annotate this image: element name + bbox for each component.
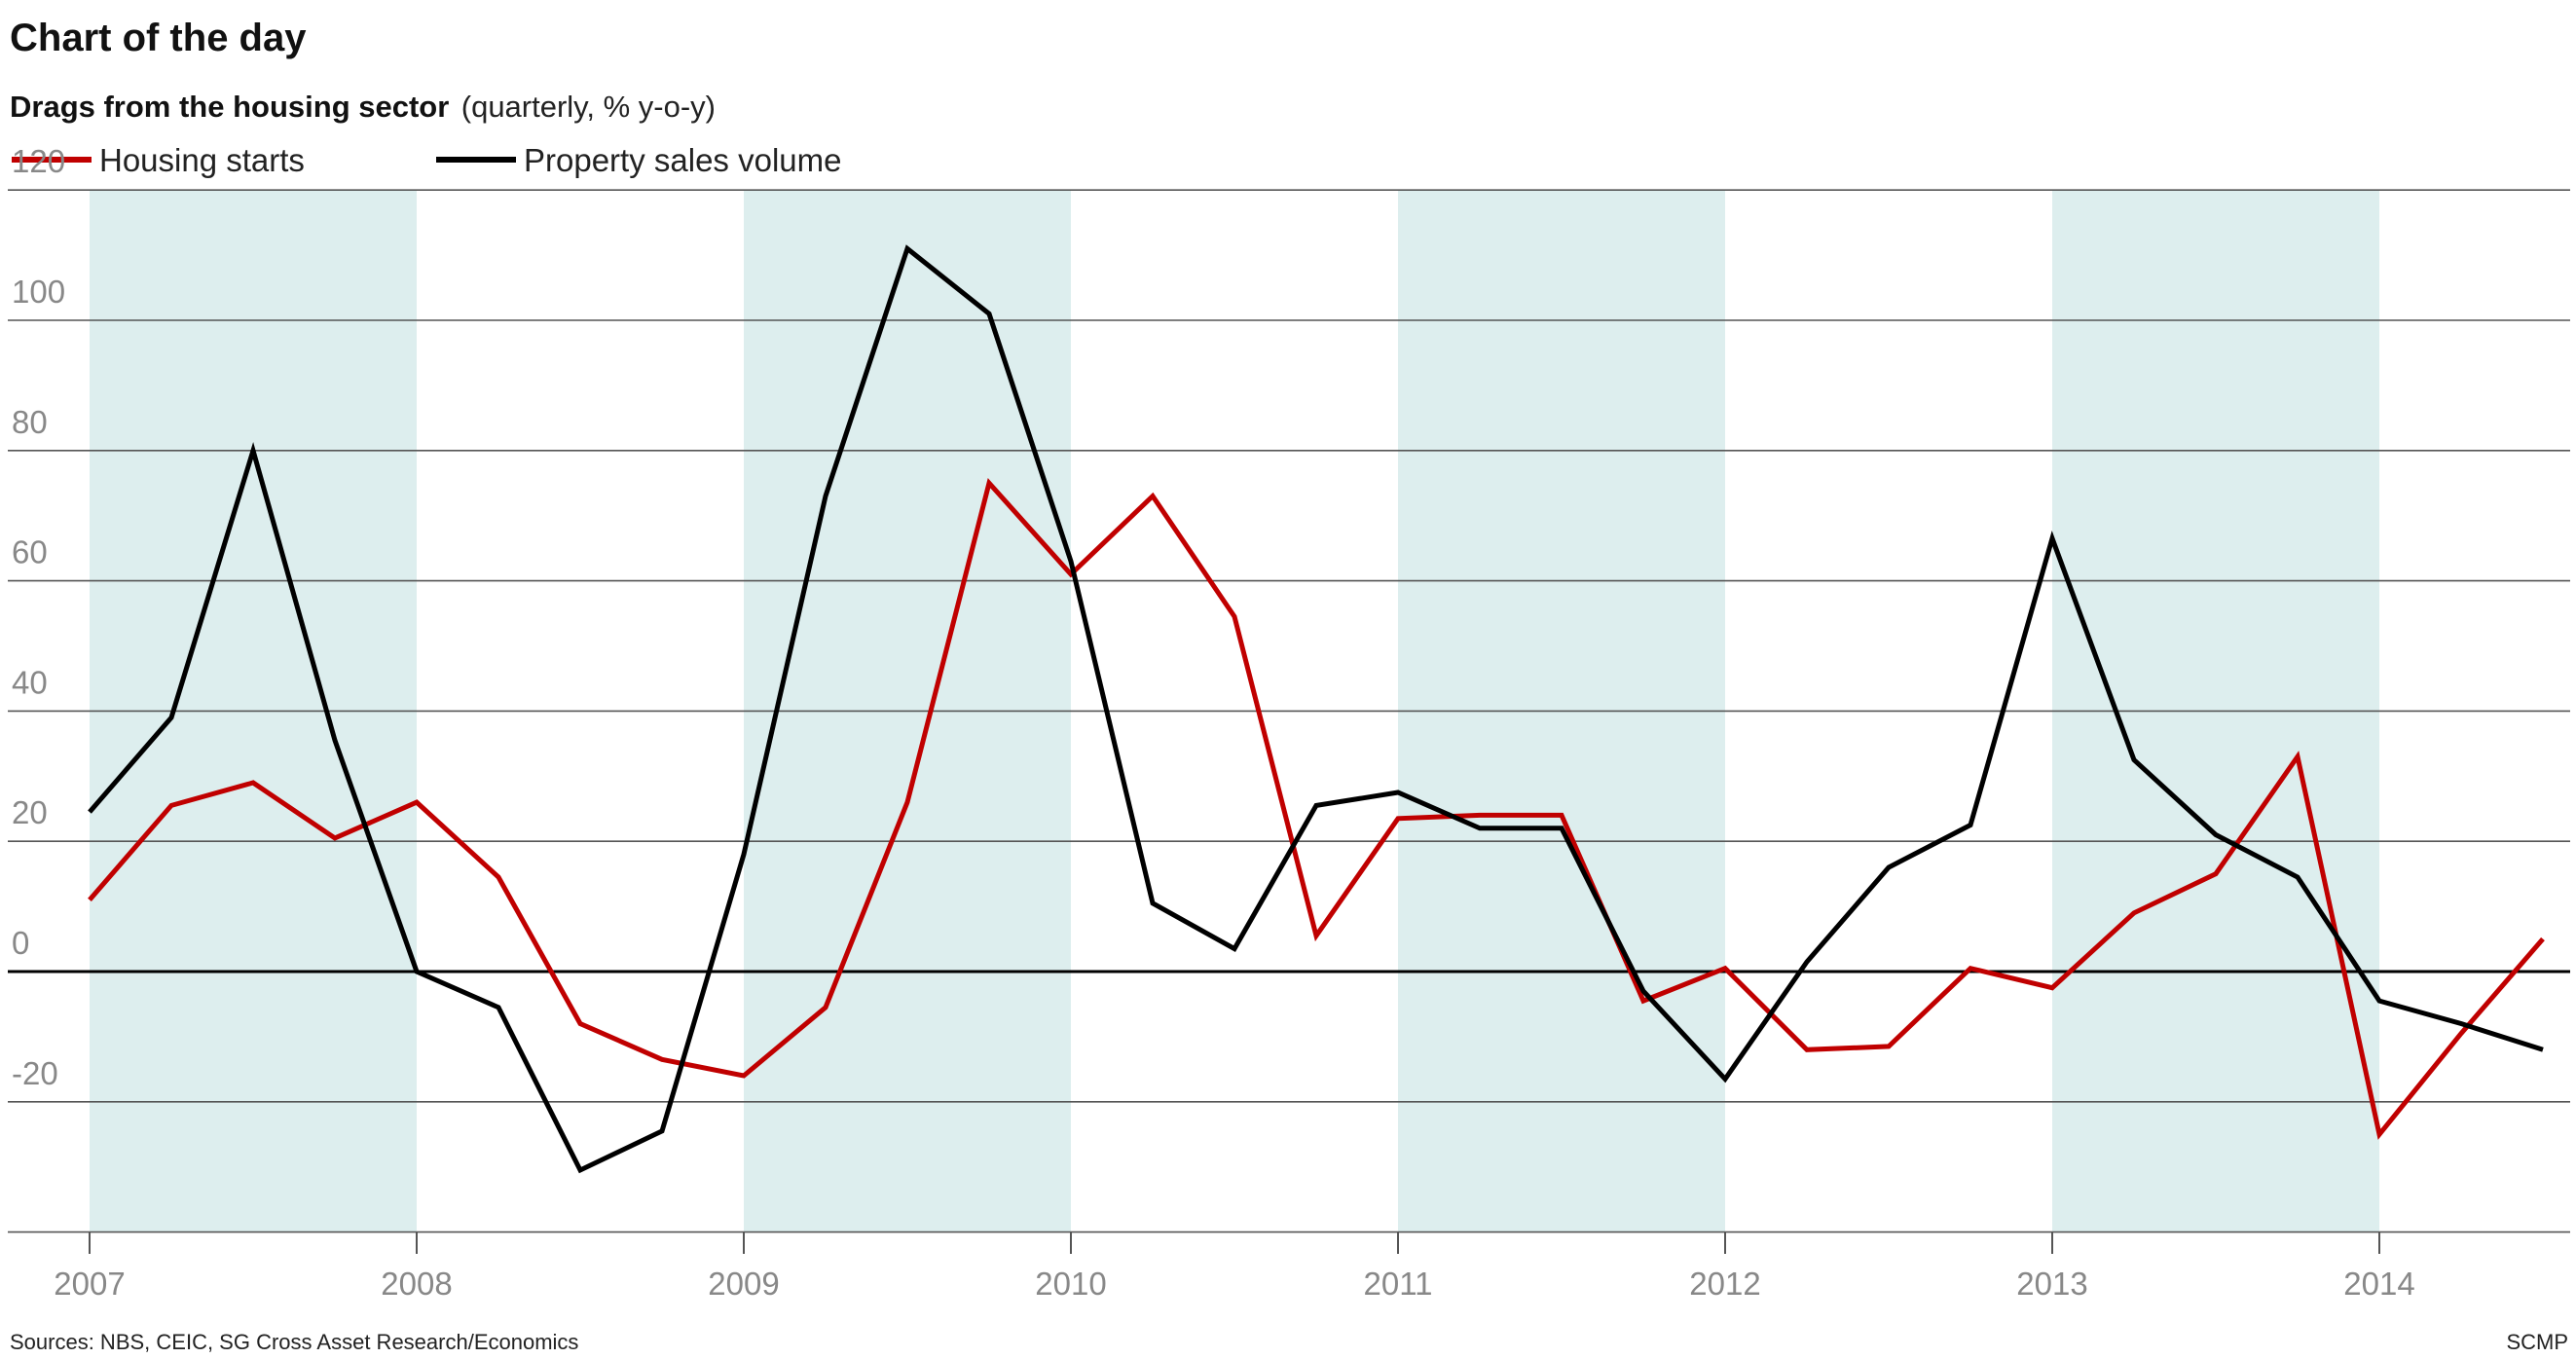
x-tick-label: 2014 — [2343, 1266, 2414, 1302]
y-tick-label: 0 — [12, 925, 29, 961]
chart-subtitle: Drags from the housing sector (quarterly… — [10, 90, 716, 124]
subtitle-units: (quarterly, % y-o-y) — [461, 90, 716, 124]
y-tick-label: 100 — [12, 274, 65, 310]
subtitle-bold: Drags from the housing sector — [10, 90, 449, 124]
chart-title: Chart of the day — [10, 17, 307, 59]
series-line-housing-starts — [88, 478, 2545, 1140]
x-tick-label: 2013 — [2016, 1266, 2087, 1302]
y-axis: -20 0 20 40 60 80 100 120 — [12, 143, 65, 1091]
y-tick-label: 120 — [12, 143, 65, 179]
x-tick-label: 2011 — [1364, 1266, 1433, 1302]
x-tick-label: 2012 — [1689, 1266, 1760, 1302]
y-tick-label: 60 — [12, 534, 48, 570]
x-tick-label: 2007 — [54, 1266, 125, 1302]
legend-label-housing-starts: Housing starts — [99, 142, 305, 178]
sources-note: Sources: NBS, CEIC, SG Cross Asset Resea… — [10, 1330, 578, 1354]
x-tick-label: 2009 — [708, 1266, 779, 1302]
x-tick-label: 2008 — [381, 1266, 452, 1302]
series-lines — [88, 244, 2545, 1174]
legend: Housing starts Property sales volume — [12, 142, 841, 178]
credit-label: SCMP — [2506, 1330, 2568, 1354]
series-line-property-sales — [88, 244, 2544, 1174]
x-axis: 2007 2008 2009 2010 2011 2012 2013 2014 — [54, 1232, 2415, 1302]
y-tick-label: -20 — [12, 1055, 58, 1091]
gridlines — [8, 189, 2570, 1233]
y-tick-label: 80 — [12, 404, 48, 440]
y-tick-label: 40 — [12, 664, 48, 700]
legend-label-property-sales: Property sales volume — [524, 142, 841, 178]
x-tick-label: 2010 — [1035, 1266, 1106, 1302]
y-tick-label: 20 — [12, 794, 48, 830]
